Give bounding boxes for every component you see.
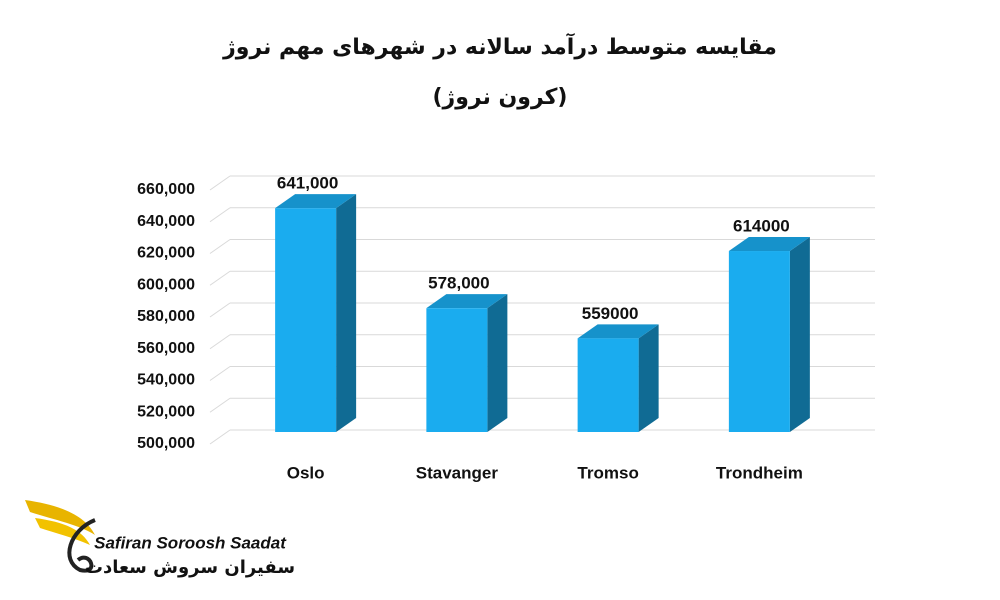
y-tick-label: 560,000 [137,340,195,357]
bar-side [336,194,357,432]
bar-side [638,324,659,432]
grid-line [209,239,231,254]
value-label: 614000 [733,217,790,236]
bar [275,208,337,432]
x-tick-label: Stavanger [416,463,499,482]
grid-line [209,397,231,413]
grid-line [209,207,231,223]
bar-top [577,324,659,339]
value-label: 559000 [582,304,639,323]
grid-line [209,429,231,445]
logo-wing [35,518,90,545]
grid-line [209,366,231,381]
logo-text: سفیران سروش سعادت [85,557,295,578]
grid-line [209,302,231,318]
x-tick-label: Oslo [287,463,325,482]
x-tick-label: Tromso [577,463,638,482]
grid-line [209,334,231,350]
grid-line [209,270,231,286]
logo-wing [25,500,95,535]
bar [728,251,790,432]
logo-s [67,518,96,573]
grid-line [209,175,231,191]
y-tick-label: 520,000 [137,403,195,420]
y-tick-label: 640,000 [137,213,195,230]
y-tick-label: 500,000 [137,435,195,452]
chart-title: مقایسه متوسط درآمد سالانه در شهرهای مهم … [222,32,777,60]
chart-subtitle: (کرون نروژ) [433,85,568,110]
y-tick-label: 600,000 [137,276,195,293]
bar-top [426,294,508,309]
y-tick-label: 580,000 [137,308,195,325]
bar-side [487,294,508,432]
value-label: 641,000 [277,174,338,193]
x-tick-label: Trondheim [716,463,803,482]
y-tick-label: 660,000 [137,181,195,198]
y-tick-label: 540,000 [137,372,195,389]
bar-side [789,237,810,432]
bar [426,308,488,432]
bar-top [275,194,357,209]
bar-top [728,237,810,252]
logo: Safiran Soroosh Saadat سفیران سروش سعادت [25,500,295,578]
bar [577,338,639,432]
logo-text: Safiran Soroosh Saadat [94,533,287,552]
value-label: 578,000 [428,274,489,293]
y-tick-label: 620,000 [137,245,195,262]
